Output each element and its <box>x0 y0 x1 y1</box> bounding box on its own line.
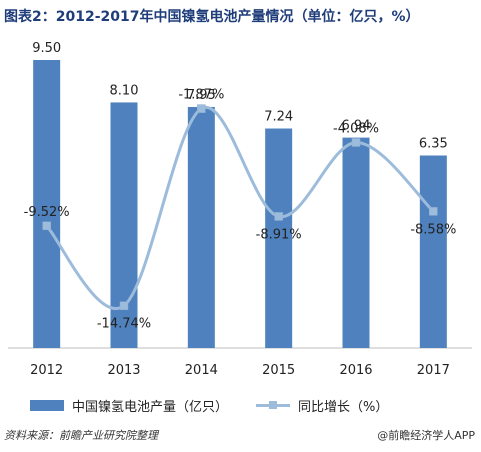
bar-2012 <box>33 60 61 348</box>
chart-plot: 9.50 8.10 7.95 7.24 6.94 6.35 -9.52% -14.74% -1… <box>8 41 472 378</box>
legend-label-production: 中国镍氢电池产量（亿只） <box>72 400 229 415</box>
growth-label-2017: -8.58% <box>410 222 456 237</box>
growth-line <box>45 105 435 310</box>
growth-label-2013: -14.74% <box>97 317 151 332</box>
growth-marker-2016 <box>351 138 361 147</box>
bar-label-2013: 8.10 <box>110 83 139 98</box>
growth-label-2015: -8.91% <box>256 227 302 242</box>
bar-label-2014: 7.95 <box>187 88 216 103</box>
x-tick-2017: 2017 <box>417 363 450 378</box>
x-tick-2013: 2013 <box>107 363 140 378</box>
bar-2016 <box>342 137 370 348</box>
source-note: 资料来源：前瞻产业研究院整理 <box>4 429 158 442</box>
bar-label-2017: 6.35 <box>419 136 448 151</box>
bar-2013 <box>110 102 138 348</box>
growth-marker-2017 <box>429 207 438 216</box>
legend-item-production: 中国镍氢电池产量（亿只） <box>30 396 228 415</box>
growth-marker-2013 <box>119 301 129 310</box>
watermark: @前瞻经济学人APP <box>377 429 475 442</box>
x-tick-2012: 2012 <box>30 363 63 378</box>
growth-marker-2012 <box>42 221 51 231</box>
chart-title: 图表2：2012-2017年中国镍氢电池产量情况（单位：亿只，%） <box>4 9 420 25</box>
bar-2014 <box>187 106 215 348</box>
legend-swatch-bar <box>30 400 64 411</box>
bar-2017 <box>419 155 447 348</box>
x-tick-2016: 2016 <box>339 363 372 378</box>
growth-label-2014: -1.87% <box>178 88 224 103</box>
growth-label-2016: -4.08% <box>333 121 379 136</box>
legend: 中国镍氢电池产量（亿只） 同比增长（%） <box>30 396 416 415</box>
bar-label-2015: 7.24 <box>264 110 293 125</box>
bar-label-2012: 9.50 <box>32 41 61 56</box>
bar-2015 <box>265 128 293 348</box>
growth-label-2012: -9.52% <box>24 205 70 220</box>
legend-swatch-line <box>256 400 291 411</box>
growth-marker-2014 <box>197 104 206 113</box>
growth-marker-2015 <box>274 212 283 221</box>
legend-label-growth: 同比增长（%） <box>298 400 389 415</box>
legend-item-growth: 同比增长（%） <box>256 396 388 415</box>
bar-label-2016: 6.94 <box>342 119 371 134</box>
x-tick-2014: 2014 <box>185 363 218 378</box>
x-tick-2015: 2015 <box>262 363 295 378</box>
